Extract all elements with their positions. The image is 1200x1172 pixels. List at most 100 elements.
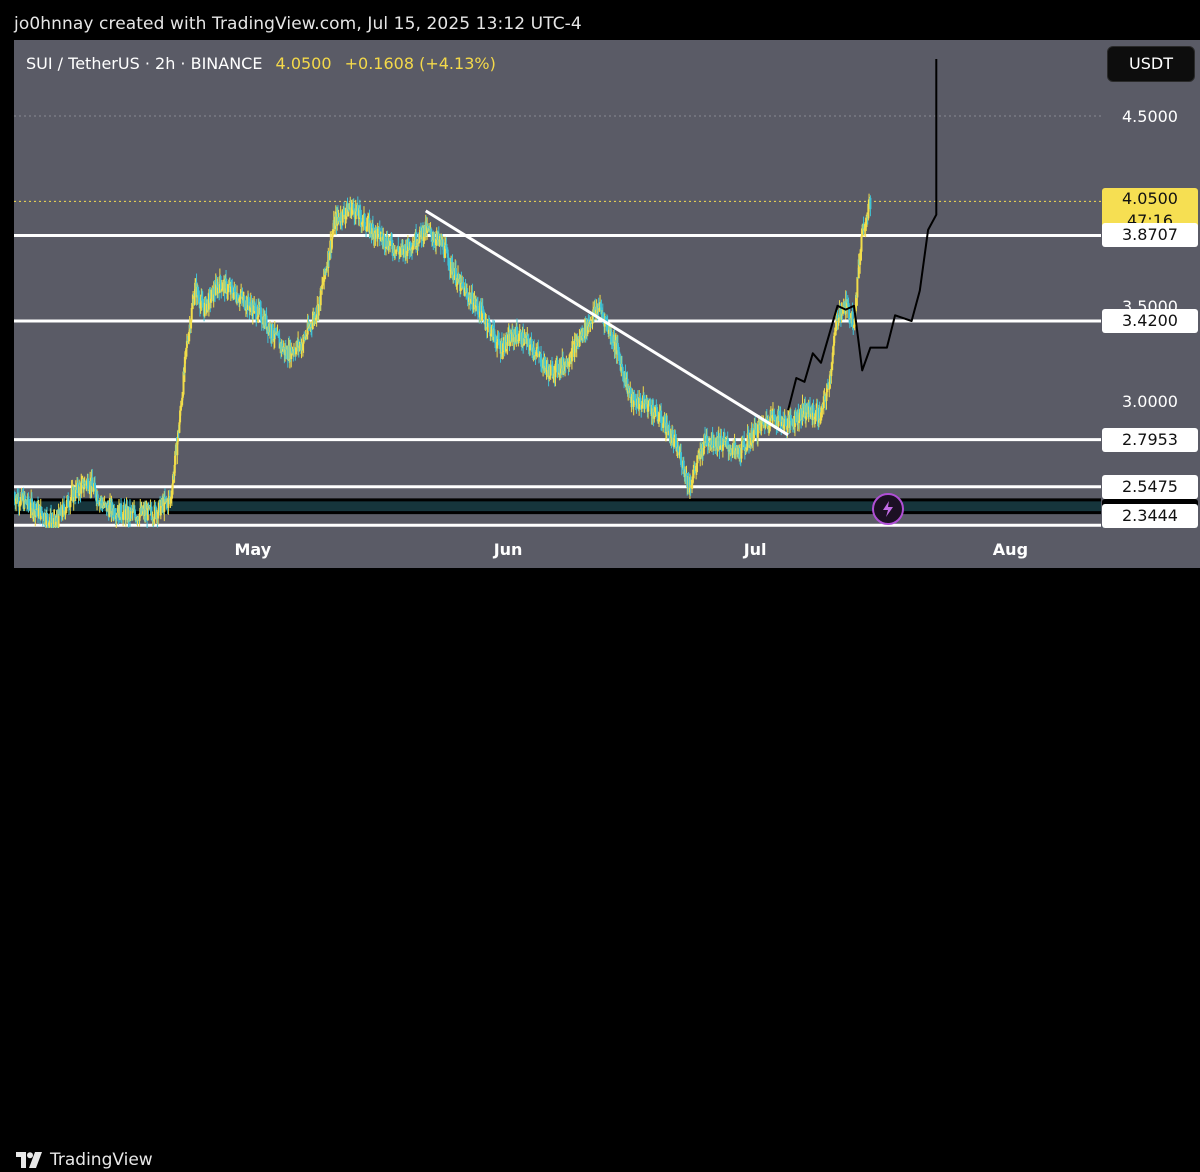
candle-body bbox=[813, 416, 816, 420]
candle-body bbox=[198, 297, 201, 305]
candle-body bbox=[41, 513, 44, 519]
candle-body bbox=[422, 236, 425, 241]
candle-body bbox=[466, 292, 469, 298]
candle-body bbox=[647, 404, 650, 412]
price-scale[interactable]: 4.5000 3.5000 3.0000 bbox=[1101, 40, 1200, 528]
candle-body bbox=[831, 352, 834, 364]
candle-body bbox=[220, 284, 223, 291]
candle-body bbox=[34, 509, 37, 517]
price-tick-label: 3.0000 bbox=[1122, 392, 1178, 411]
candle-body bbox=[702, 447, 705, 455]
candle-body bbox=[32, 512, 35, 516]
candle-body bbox=[131, 510, 134, 514]
candle-body bbox=[29, 509, 32, 511]
candle-body bbox=[281, 343, 284, 352]
candle-body bbox=[451, 262, 454, 275]
candle-body bbox=[202, 307, 205, 311]
candle-body bbox=[400, 247, 403, 252]
candle-body bbox=[403, 245, 406, 249]
candle-body bbox=[99, 500, 102, 502]
candle-body bbox=[465, 288, 468, 293]
candle-body bbox=[244, 309, 247, 311]
candle-body bbox=[651, 404, 654, 409]
candle-body bbox=[471, 292, 474, 310]
candle-body bbox=[157, 502, 160, 512]
candle-body bbox=[621, 367, 624, 374]
candle-body bbox=[398, 251, 401, 255]
candle-body bbox=[752, 430, 755, 441]
candle-body bbox=[477, 312, 480, 314]
candle-body bbox=[314, 317, 317, 321]
candle-body bbox=[23, 495, 26, 509]
candle-body bbox=[785, 419, 788, 430]
candle-body bbox=[824, 395, 827, 400]
candle-body bbox=[321, 284, 324, 290]
candle-body bbox=[782, 424, 785, 429]
candle-body bbox=[745, 447, 748, 451]
candle-body bbox=[54, 515, 57, 526]
candle-body bbox=[699, 449, 702, 459]
candle-body bbox=[511, 329, 514, 333]
candle-body bbox=[734, 442, 737, 451]
candle-body bbox=[407, 238, 410, 247]
candle-body bbox=[827, 384, 830, 389]
candle-body bbox=[526, 335, 529, 339]
candle-body bbox=[494, 338, 497, 346]
price-chart[interactable] bbox=[14, 40, 1101, 528]
candle-body bbox=[671, 433, 674, 438]
candle-body bbox=[374, 227, 377, 238]
candle-body bbox=[798, 412, 801, 421]
time-axis[interactable] bbox=[14, 528, 1101, 568]
candle-body bbox=[822, 396, 825, 409]
candle-body bbox=[17, 497, 20, 507]
projection-path bbox=[787, 59, 938, 411]
candle-body bbox=[840, 309, 843, 320]
candle-body bbox=[513, 334, 516, 342]
candle-body bbox=[869, 197, 872, 210]
candle-body bbox=[15, 498, 18, 504]
candle-body bbox=[764, 421, 767, 428]
candle-body bbox=[479, 302, 482, 312]
candle-body bbox=[703, 434, 706, 448]
candle-body bbox=[83, 481, 86, 487]
candle-body bbox=[384, 246, 387, 248]
candle-body bbox=[467, 297, 470, 302]
candle-body bbox=[485, 319, 488, 330]
candle-body bbox=[692, 473, 695, 477]
candle-body bbox=[415, 232, 418, 247]
candle-body bbox=[587, 321, 590, 327]
flash-button[interactable] bbox=[872, 493, 904, 525]
candle-body bbox=[134, 514, 137, 521]
candle-body bbox=[682, 460, 685, 472]
support-band bbox=[14, 499, 1101, 513]
candle-body bbox=[476, 301, 479, 306]
symbol-legend: SUI / TetherUS · 2h · BINANCE 4.0500 +0.… bbox=[26, 54, 496, 73]
currency-button[interactable]: USDT bbox=[1107, 46, 1195, 82]
candle-body bbox=[405, 244, 408, 257]
candle-body bbox=[816, 407, 819, 421]
candle-body bbox=[28, 505, 31, 510]
candle-body bbox=[133, 509, 136, 515]
tradingview-brand[interactable]: TradingView bbox=[16, 1148, 153, 1172]
candle-body bbox=[656, 414, 659, 422]
candle-body bbox=[497, 335, 500, 340]
candle-body bbox=[583, 337, 586, 339]
candle-body bbox=[752, 440, 755, 443]
candle-body bbox=[363, 213, 366, 227]
candle-body bbox=[800, 408, 803, 420]
candle-body bbox=[554, 363, 557, 378]
candle-body bbox=[298, 345, 301, 349]
candle-body bbox=[791, 420, 794, 426]
candle-body bbox=[639, 397, 642, 404]
candle-body bbox=[712, 447, 715, 449]
candle-body bbox=[360, 222, 363, 225]
candle-body bbox=[157, 511, 160, 519]
candle-body bbox=[338, 217, 341, 222]
candle-body bbox=[359, 210, 362, 219]
candle-body bbox=[784, 417, 787, 419]
chart-pane[interactable]: SUI / TetherUS · 2h · BINANCE 4.0500 +0.… bbox=[14, 40, 1101, 528]
candle-body bbox=[804, 402, 807, 419]
legend-price: 4.0500 bbox=[275, 54, 332, 73]
candle-body bbox=[227, 286, 230, 293]
candle-body bbox=[364, 226, 367, 229]
